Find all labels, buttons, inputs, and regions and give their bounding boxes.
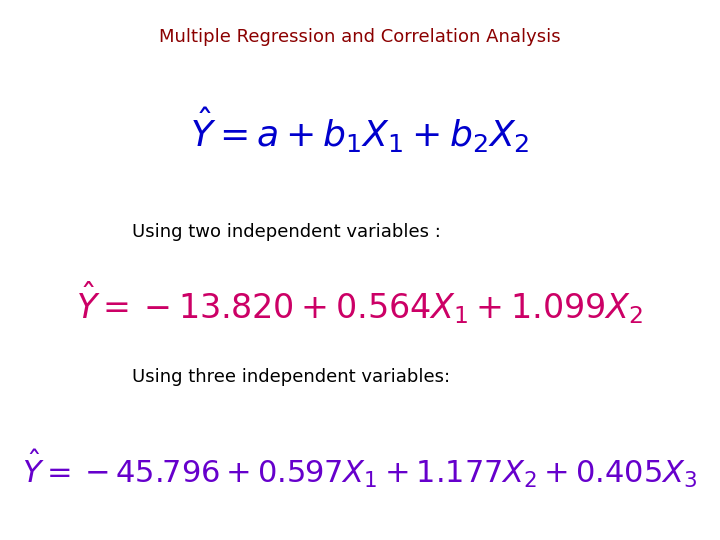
Text: $\hat{Y} = a + b_1 X_1 + b_2 X_2$: $\hat{Y} = a + b_1 X_1 + b_2 X_2$ — [190, 106, 530, 155]
Text: $\hat{Y} = -13.820 + 0.564 X_1 + 1.099 X_2$: $\hat{Y} = -13.820 + 0.564 X_1 + 1.099 X… — [76, 279, 644, 326]
Text: $\hat{Y} = -45.796 + 0.597 X_1 + 1.177 X_2 + 0.405 X_3$: $\hat{Y} = -45.796 + 0.597 X_1 + 1.177 X… — [22, 448, 698, 490]
Text: Multiple Regression and Correlation Analysis: Multiple Regression and Correlation Anal… — [159, 28, 561, 46]
Text: Using three independent variables:: Using three independent variables: — [132, 368, 450, 387]
Text: Using two independent variables :: Using two independent variables : — [132, 224, 441, 241]
